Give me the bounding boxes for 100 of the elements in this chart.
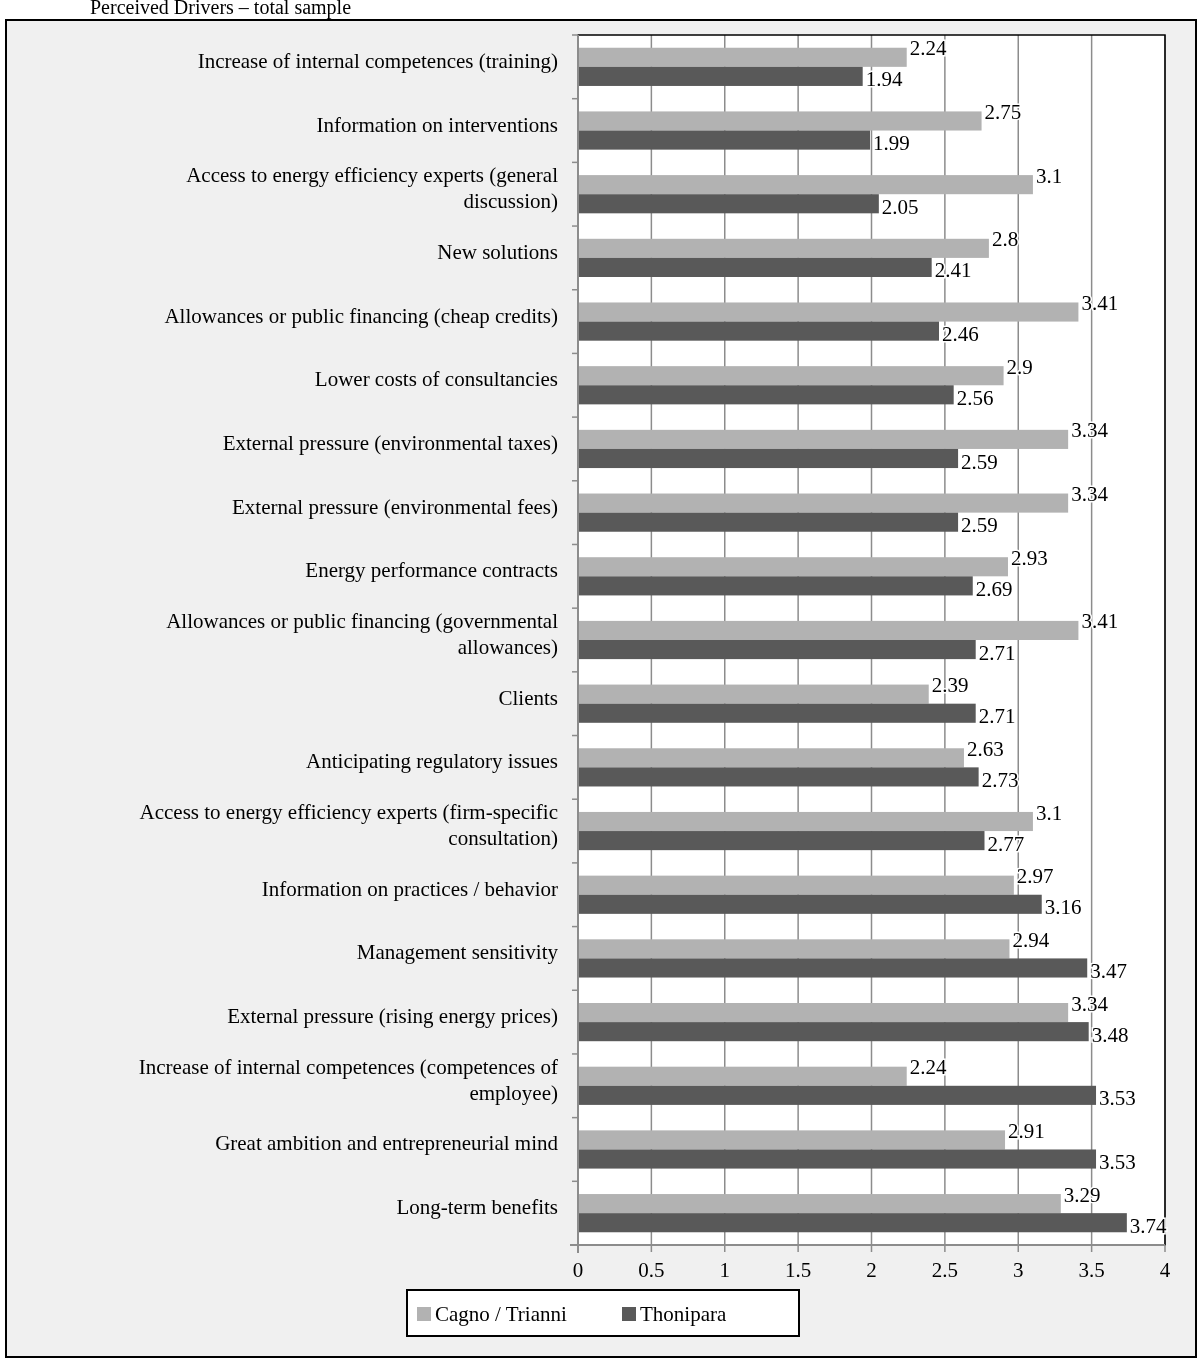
data-label: 2.24 — [909, 36, 947, 61]
data-label: 1.99 — [873, 131, 910, 156]
bar — [578, 366, 1004, 386]
y-tick-label: External pressure (environmental taxes) — [222, 430, 558, 455]
data-label: 2.94 — [1012, 927, 1050, 952]
data-label: 2.05 — [881, 194, 919, 219]
bar — [578, 831, 985, 851]
x-tick-label: 2 — [866, 1258, 877, 1282]
data-label: 2.77 — [987, 831, 1025, 856]
bar — [578, 620, 1079, 640]
data-label: 3.41 — [1081, 291, 1119, 316]
bar — [578, 512, 959, 532]
y-tick-label: Information on practices / behavior — [261, 876, 558, 901]
y-tick-label: Allowances or public financing (governmental allowances) — [166, 609, 559, 659]
bar — [578, 767, 979, 787]
data-label: 3.34 — [1071, 482, 1109, 507]
data-label: 3.47 — [1090, 958, 1127, 983]
text: Perceived Drivers – total sample — [90, 0, 352, 19]
data-label: 3.29 — [1063, 1182, 1101, 1207]
bar — [578, 684, 929, 704]
data-label: 2.46 — [942, 322, 979, 347]
y-tick-label: Increase of internal competences (training) — [197, 48, 558, 73]
bar — [578, 1194, 1061, 1214]
data-label: 3.1 — [1035, 800, 1063, 825]
bar — [578, 429, 1069, 449]
bar — [578, 703, 976, 723]
bar — [578, 321, 940, 341]
bar — [578, 1213, 1127, 1233]
bar — [578, 875, 1014, 895]
bar — [578, 257, 932, 277]
bar — [578, 811, 1033, 832]
bar — [578, 448, 959, 469]
data-label: 2.75 — [984, 99, 1022, 124]
data-label: 2.24 — [909, 1055, 947, 1080]
data-label: 3.16 — [1044, 895, 1082, 920]
data-label: 3.53 — [1099, 1150, 1136, 1175]
bar — [578, 640, 976, 660]
y-tick-label: Clients — [498, 685, 558, 710]
data-label: 2.73 — [981, 767, 1019, 792]
y-tick-label: External pressure (environmental fees) — [232, 494, 558, 519]
x-tick-label: 0 — [572, 1258, 584, 1282]
bar — [578, 557, 1008, 577]
y-tick-label: Management sensitivity — [356, 940, 559, 965]
data-label: 2.59 — [961, 449, 998, 474]
bar — [578, 130, 871, 150]
data-label: 3.34 — [1071, 991, 1109, 1016]
y-tick-label: Access to energy efficiency experts (general discussion) — [186, 163, 559, 214]
data-label: 2.69 — [975, 576, 1013, 601]
bar — [578, 1003, 1069, 1023]
x-tick-label: 3.5 — [1078, 1258, 1105, 1282]
bar — [578, 939, 1010, 959]
data-label: 2.8 — [991, 227, 1019, 252]
data-label: 3.41 — [1081, 609, 1119, 634]
bar — [578, 576, 973, 596]
y-tick-label: Energy performance contracts — [305, 558, 558, 583]
y-tick-label: Lower costs of consultancies — [314, 367, 558, 392]
bar — [578, 958, 1088, 978]
x-tick-label: 0.5 — [638, 1258, 665, 1282]
data-label: 2.59 — [961, 513, 998, 538]
x-tick-label: 1.5 — [785, 1258, 812, 1282]
y-tick-label: External pressure (rising energy prices) — [227, 1004, 558, 1029]
x-tick-label: 4 — [1159, 1258, 1171, 1282]
data-label: 2.56 — [956, 385, 994, 410]
bar — [578, 1066, 907, 1086]
bar — [578, 66, 863, 86]
data-label: 2.71 — [978, 704, 1016, 729]
data-label: 2.9 — [1006, 354, 1033, 379]
x-tick-label: 2.5 — [931, 1258, 958, 1282]
y-tick-label: Increase of internal competences (competences of employee) — [138, 1054, 559, 1105]
data-label: 1.94 — [865, 67, 903, 92]
data-label: 2.41 — [934, 258, 972, 283]
bar — [578, 385, 954, 405]
data-label: 3.1 — [1035, 163, 1063, 188]
x-tick-label: 1 — [719, 1258, 730, 1282]
bar — [578, 1149, 1097, 1169]
bar — [578, 1022, 1089, 1042]
bar — [578, 302, 1079, 322]
data-label: 2.63 — [966, 736, 1004, 761]
x-tick-label: 3 — [1013, 1258, 1024, 1282]
data-label: 3.53 — [1099, 1086, 1136, 1111]
bar — [578, 493, 1069, 513]
bar — [578, 175, 1033, 195]
legend-label: Thonipara — [640, 1302, 727, 1326]
y-tick-label: Long-term benefits — [396, 1195, 558, 1220]
bar — [578, 111, 982, 131]
y-tick-label: Information on interventions — [316, 112, 558, 137]
bar — [578, 238, 989, 258]
data-label: 2.71 — [978, 640, 1016, 665]
y-tick-label: Anticipating regulatory issues — [306, 749, 558, 774]
bar — [578, 894, 1042, 914]
bar — [578, 1085, 1097, 1105]
y-tick-label: New solutions — [437, 239, 558, 264]
bar — [578, 194, 879, 214]
data-label: 2.91 — [1008, 1118, 1045, 1143]
data-label: 3.48 — [1091, 1022, 1129, 1047]
bar — [578, 47, 907, 67]
y-tick-label: Access to energy efficiency experts (firm-specific consultation) — [139, 800, 558, 851]
bar — [578, 748, 964, 768]
data-label: 2.39 — [931, 673, 969, 698]
legend-label: Cagno / Trianni — [435, 1302, 568, 1326]
